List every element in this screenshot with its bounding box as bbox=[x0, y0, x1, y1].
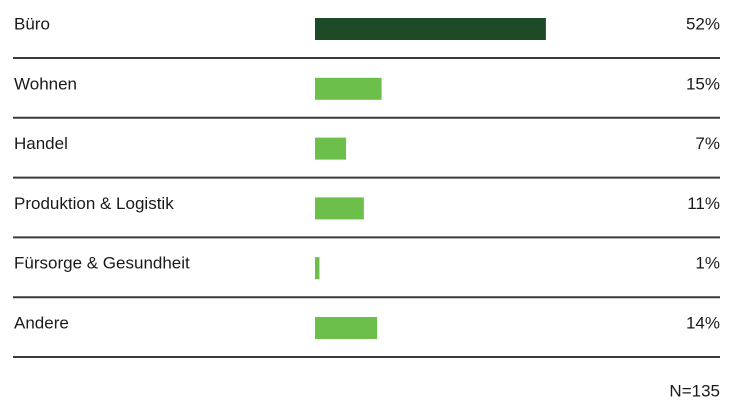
bar bbox=[315, 137, 347, 160]
value-label: 1% bbox=[695, 254, 720, 273]
bar bbox=[315, 18, 546, 40]
category-label: Produktion & Logistik bbox=[14, 194, 174, 213]
bar bbox=[315, 257, 320, 280]
value-label: 7% bbox=[695, 134, 720, 153]
bar bbox=[315, 77, 382, 100]
sample-size-note: N=135 bbox=[669, 381, 720, 400]
bar bbox=[315, 197, 364, 220]
category-label: Handel bbox=[14, 134, 68, 153]
value-label: 15% bbox=[686, 74, 720, 93]
category-label: Fürsorge & Gesundheit bbox=[14, 254, 190, 273]
value-label: 52% bbox=[686, 14, 720, 33]
bar bbox=[315, 317, 378, 339]
category-label: Andere bbox=[14, 313, 69, 332]
category-label: Wohnen bbox=[14, 74, 77, 93]
value-label: 14% bbox=[686, 313, 720, 332]
category-label: Büro bbox=[14, 14, 50, 33]
value-label: 11% bbox=[687, 194, 720, 213]
